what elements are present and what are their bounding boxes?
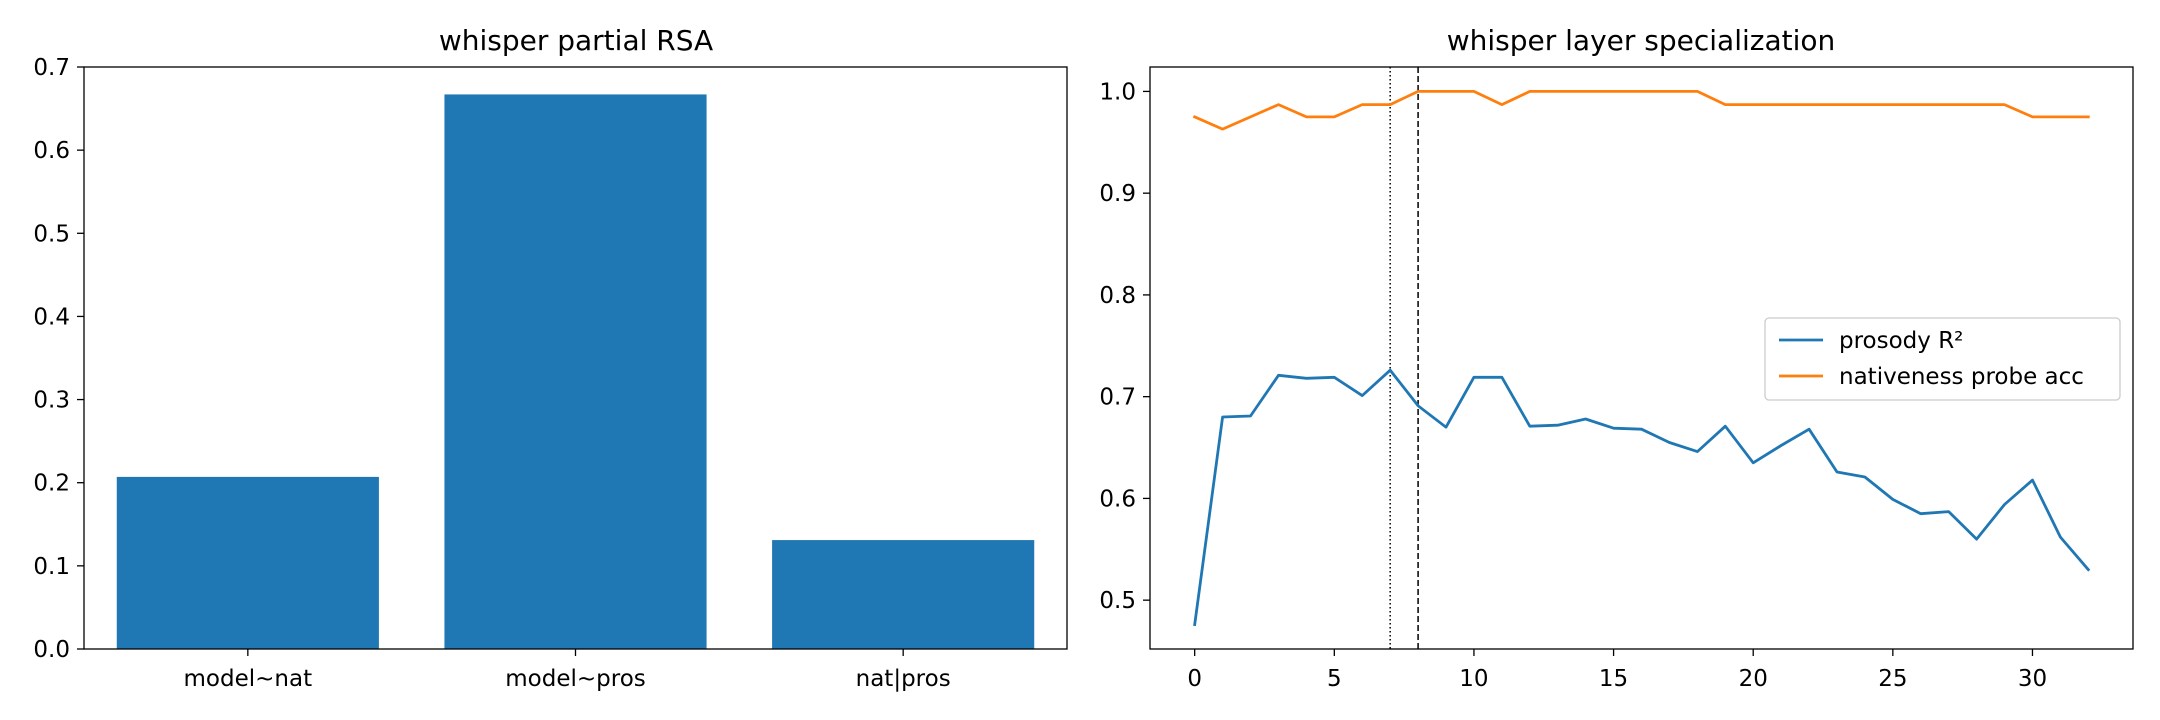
x-tick-label: 20	[1739, 666, 1768, 692]
y-tick-label: 1.0	[1099, 79, 1136, 105]
y-tick-label: 0.9	[1099, 181, 1136, 207]
y-tick-label: 0.5	[33, 221, 70, 247]
y-tick-label: 0.4	[33, 304, 70, 330]
y-tick-label: 0.6	[1099, 486, 1136, 512]
y-tick-label: 0.1	[33, 554, 70, 580]
line-chart-frame	[1149, 66, 2134, 650]
bar-model~nat	[116, 476, 379, 649]
x-tick-label: 15	[1599, 666, 1628, 692]
line-chart-title: whisper layer specialization	[1447, 24, 1836, 57]
legend-box	[1764, 317, 2121, 401]
legend: prosody R² nativeness probe acc	[1764, 317, 2121, 401]
x-tick-label: 0	[1187, 666, 1202, 692]
bar-nat|pros	[772, 540, 1035, 649]
line-chart-plot-area: 0 5 10 15 20 25 30 0.5 0.6 0.7 0.8 0.9 1.0 prosody R²…	[1099, 66, 2134, 692]
y-tick-label: 0.6	[33, 138, 70, 164]
bar-model~pros	[444, 94, 707, 650]
x-tick-label: 10	[1459, 666, 1488, 692]
y-tick-label: 0.5	[1099, 588, 1136, 614]
series-line-1	[1192, 90, 2090, 131]
bar-chart-frame	[83, 66, 1068, 650]
y-tick-label: 0.7	[33, 55, 70, 81]
x-tick-label: model~nat	[184, 666, 313, 692]
bar-chart-title: whisper partial RSA	[439, 24, 713, 57]
x-tick-label: 25	[1878, 666, 1907, 692]
x-tick-label: model~pros	[505, 666, 646, 692]
legend-label: prosody R²	[1839, 328, 1963, 354]
bar-chart-panel: whisper partial RSA model~nat model~pros n…	[33, 24, 1068, 692]
x-tick-label: 5	[1327, 666, 1342, 692]
y-tick-label: 0.0	[33, 637, 70, 663]
y-tick-label: 0.7	[1099, 385, 1136, 411]
legend-label: nativeness probe acc	[1839, 364, 2084, 390]
y-tick-label: 0.2	[33, 471, 70, 497]
y-tick-label: 0.3	[33, 388, 70, 414]
bar-chart-plot-area: model~nat model~pros nat|pros 0.0 0.1 0.2 0.3 0…	[33, 55, 1068, 692]
x-tick-label: nat|pros	[856, 666, 951, 692]
y-tick-label: 0.8	[1099, 283, 1136, 309]
series-line-0	[1193, 368, 2091, 627]
line-chart-panel: whisper layer specialization 0 5 10 15 20 25 3…	[1099, 24, 2134, 692]
x-tick-label: 30	[2018, 666, 2047, 692]
